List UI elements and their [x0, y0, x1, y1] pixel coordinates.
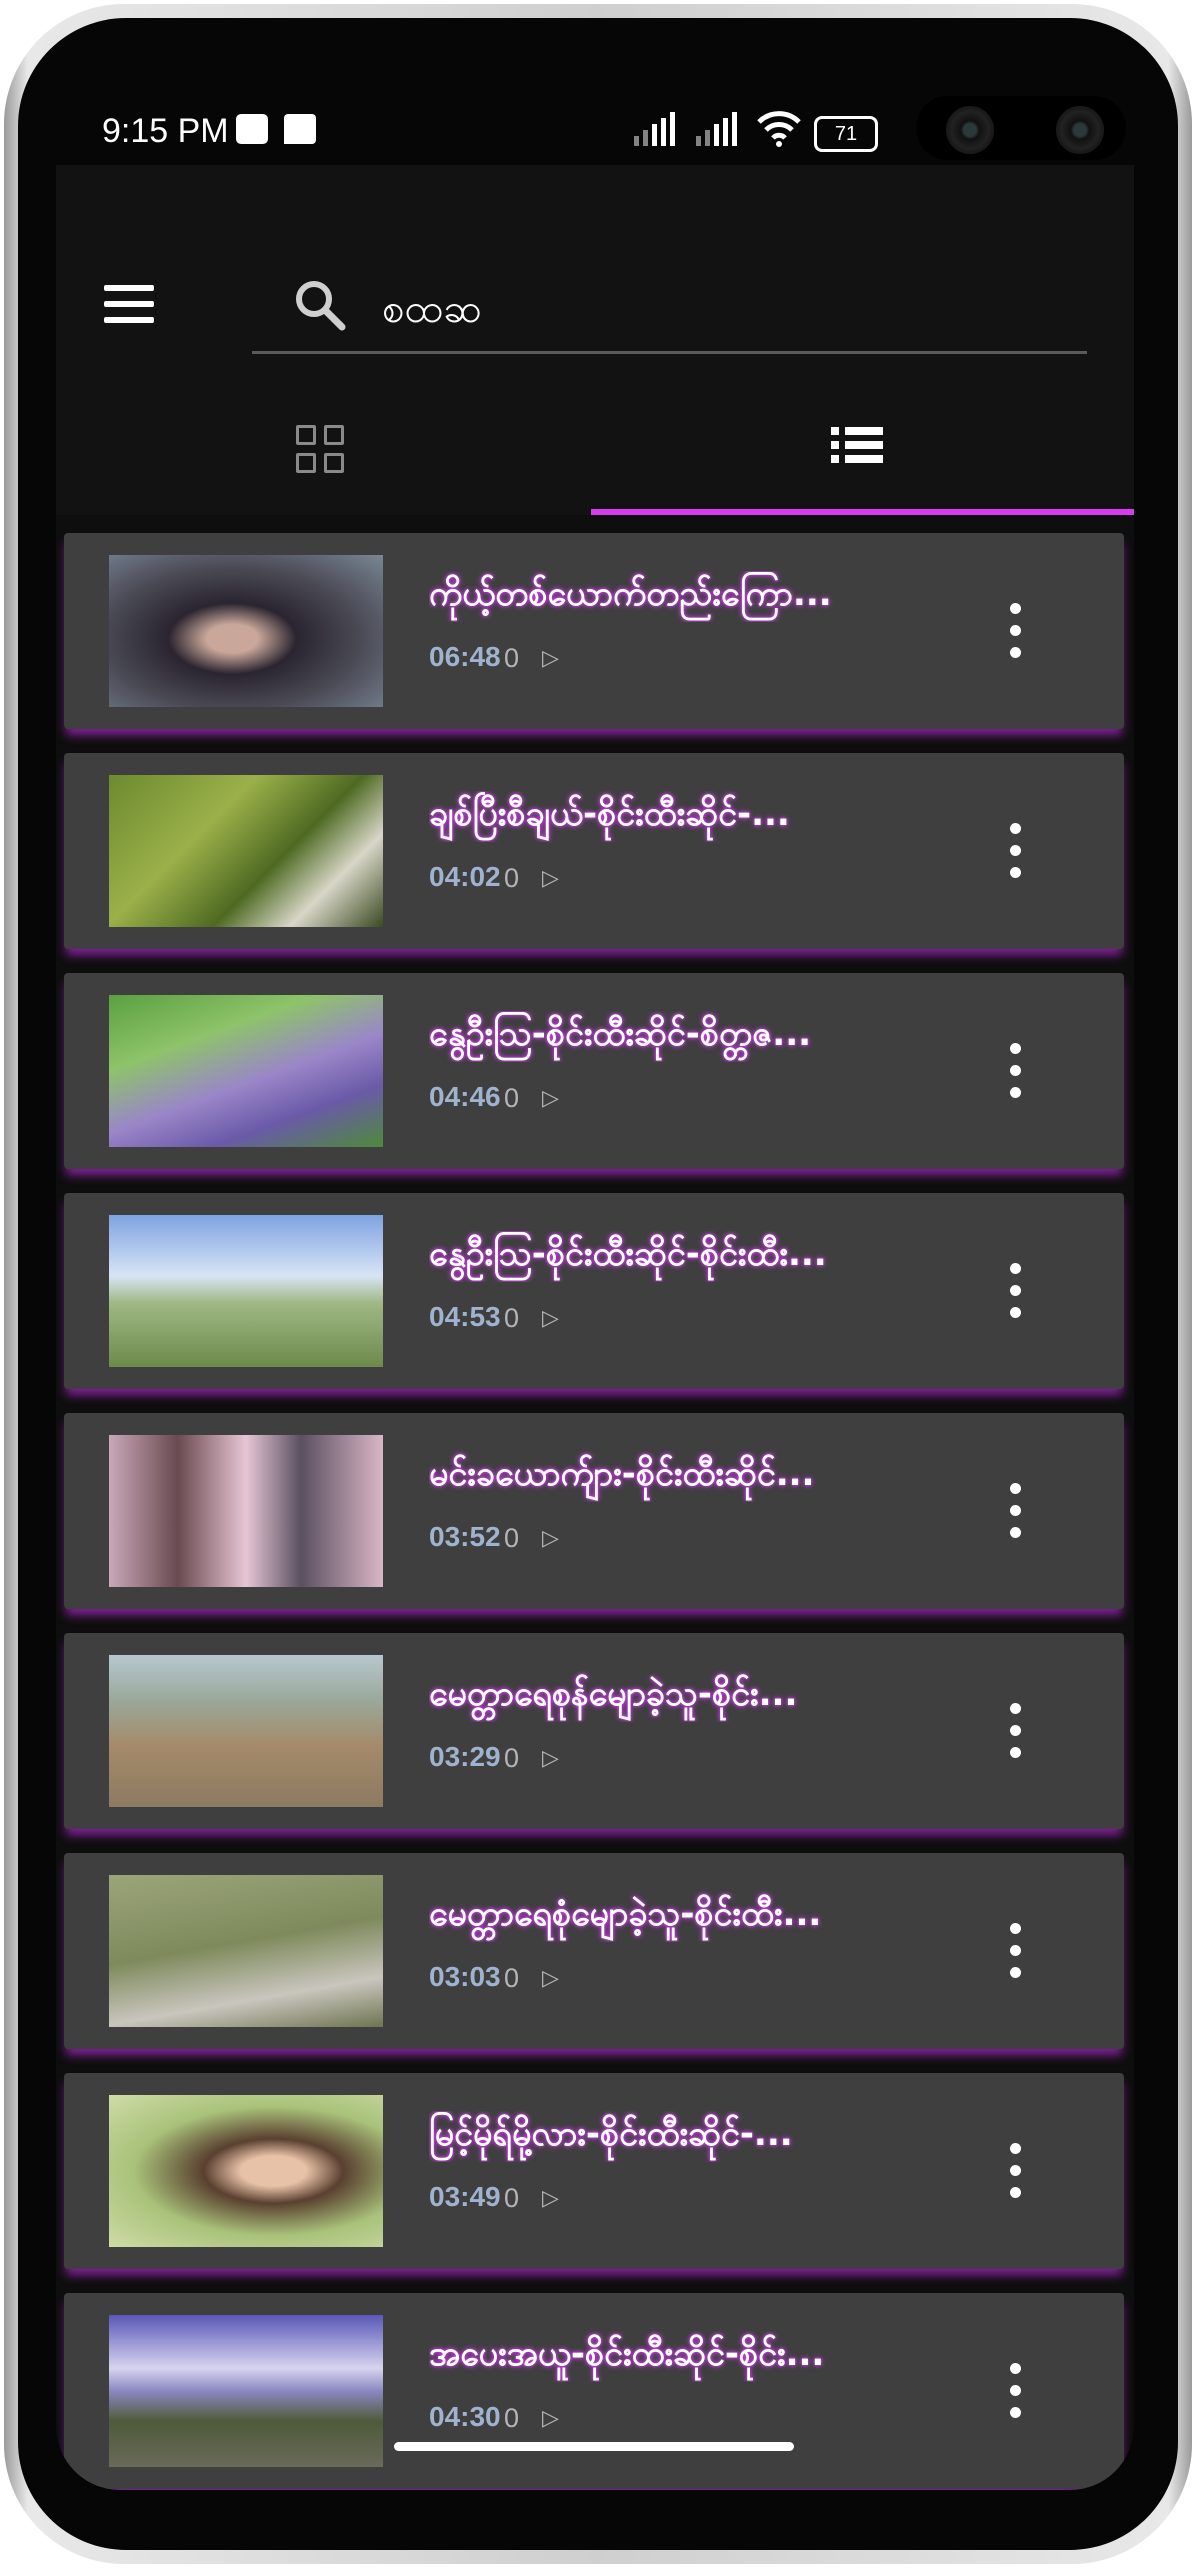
app-bar: [56, 165, 1134, 515]
video-list-item[interactable]: နွေဦးသြ-စိုင်းထီးဆိုင်-စိုင်းထီး... 04:5…: [64, 1193, 1124, 1389]
video-thumbnail[interactable]: [109, 2095, 383, 2247]
more-options-icon[interactable]: [1004, 2143, 1028, 2199]
search-input[interactable]: [380, 283, 1064, 341]
video-list-item[interactable]: မေတ္တာရေစုံမျောခဲ့သူ-စိုင်းထီး... 03:03 …: [64, 1853, 1124, 2049]
front-camera: [946, 106, 994, 154]
video-views: 0: [504, 1743, 520, 1773]
video-thumbnail[interactable]: [109, 995, 383, 1147]
video-thumbnail[interactable]: [109, 775, 383, 927]
video-duration: 06:48: [429, 641, 501, 672]
video-list-item[interactable]: နွေဦးသြ-စိုင်းထီးဆိုင်-စိတ္တဇ... 04:46 0…: [64, 973, 1124, 1169]
video-duration: 04:30: [429, 2401, 501, 2432]
video-title: နွေဦးသြ-စိုင်းထီးဆိုင်-စိတ္တဇ...: [429, 1014, 812, 1054]
front-camera: [1056, 106, 1104, 154]
more-options-icon[interactable]: [1004, 1043, 1028, 1099]
play-icon: ▷: [542, 1966, 559, 1991]
video-title: ချစ်ပြီးစီချယ်-စိုင်းထီးဆိုင်-...: [429, 794, 790, 834]
video-duration: 03:52: [429, 1521, 501, 1552]
play-icon: ▷: [542, 2186, 559, 2211]
active-tab-indicator: [591, 509, 1134, 515]
tab-list-view[interactable]: [591, 385, 1126, 515]
signal-icon: [634, 110, 675, 146]
search-bar[interactable]: [252, 275, 1087, 354]
more-options-icon[interactable]: [1004, 1483, 1028, 1539]
video-list-item[interactable]: ချစ်ပြီးစီချယ်-စိုင်းထီးဆိုင်-... 04:02 …: [64, 753, 1124, 949]
more-options-icon[interactable]: [1004, 1263, 1028, 1319]
play-icon: ▷: [542, 646, 559, 671]
play-icon: ▷: [542, 866, 559, 891]
video-list-item[interactable]: မေတ္တာရေစုန်မျောခဲ့သူ-စိုင်း... 03:29 0 …: [64, 1633, 1124, 1829]
video-list-item[interactable]: မင်းခယောက်ျား-စိုင်းထီးဆိုင်... 03:52 0 …: [64, 1413, 1124, 1609]
video-duration: 04:53: [429, 1301, 501, 1332]
video-thumbnail[interactable]: [109, 1435, 383, 1587]
video-thumbnail[interactable]: [109, 2315, 383, 2467]
message-icon: [284, 114, 316, 144]
video-list-item[interactable]: ကိုယ့်တစ်ယောက်တည်းကြော... 06:48 0 ▷: [64, 533, 1124, 729]
more-options-icon[interactable]: [1004, 2363, 1028, 2419]
video-title: မေတ္တာရေစုန်မျောခဲ့သူ-စိုင်း...: [429, 1674, 798, 1714]
battery-icon: 71: [814, 116, 878, 152]
play-icon: ▷: [542, 1526, 559, 1551]
sim-card-icon: [236, 114, 268, 144]
video-title: မေတ္တာရေစုံမျောခဲ့သူ-စိုင်းထီး...: [429, 1894, 822, 1934]
video-title: ကိုယ့်တစ်ယောက်တည်းကြော...: [429, 574, 832, 614]
camera-cutout: [916, 96, 1126, 160]
video-title: မြင့်မိုရ်မို့လား-စိုင်းထီးဆိုင်-...: [429, 2114, 793, 2154]
grid-view-icon: [296, 425, 346, 475]
video-title: နွေဦးသြ-စိုင်းထီးဆိုင်-စိုင်းထီး...: [429, 1234, 827, 1274]
video-thumbnail[interactable]: [109, 555, 383, 707]
menu-button[interactable]: [104, 285, 160, 329]
video-duration: 04:02: [429, 861, 501, 892]
video-list: ကိုယ့်တစ်ယောက်တည်းကြော... 06:48 0 ▷ ချစ်…: [56, 515, 1134, 2490]
tab-grid-view[interactable]: [56, 385, 591, 515]
more-options-icon[interactable]: [1004, 1923, 1028, 1979]
video-thumbnail[interactable]: [109, 1655, 383, 1807]
search-icon[interactable]: [294, 279, 346, 331]
video-views: 0: [504, 1523, 520, 1553]
more-options-icon[interactable]: [1004, 603, 1028, 659]
video-duration: 03:03: [429, 1961, 501, 1992]
video-views: 0: [504, 1303, 520, 1333]
more-options-icon[interactable]: [1004, 823, 1028, 879]
play-icon: ▷: [542, 1086, 559, 1111]
video-views: 0: [504, 1083, 520, 1113]
wifi-icon: [757, 111, 801, 147]
play-icon: ▷: [542, 2406, 559, 2431]
more-options-icon[interactable]: [1004, 1703, 1028, 1759]
video-list-item[interactable]: အပေးအယူ-စိုင်းထီးဆိုင်-စိုင်း... 04:30 0…: [64, 2293, 1124, 2489]
status-bar: 9:15 PM 71: [56, 70, 1134, 165]
video-views: 0: [504, 2183, 520, 2213]
video-views: 0: [504, 863, 520, 893]
status-time: 9:15 PM: [102, 112, 229, 150]
video-title: အပေးအယူ-စိုင်းထီးဆိုင်-စိုင်း...: [429, 2334, 825, 2374]
list-view-icon: [831, 427, 883, 463]
play-icon: ▷: [542, 1306, 559, 1331]
video-duration: 03:29: [429, 1741, 501, 1772]
video-duration: 03:49: [429, 2181, 501, 2212]
video-views: 0: [504, 643, 520, 673]
screen: 9:15 PM 71: [56, 70, 1134, 2490]
video-title: မင်းခယောက်ျား-စိုင်းထီးဆိုင်...: [429, 1454, 815, 1494]
signal-icon: [696, 110, 737, 146]
video-list-item[interactable]: မြင့်မိုရ်မို့လား-စိုင်းထီးဆိုင်-... 03:…: [64, 2073, 1124, 2269]
home-indicator[interactable]: [394, 2442, 794, 2451]
video-views: 0: [504, 1963, 520, 1993]
video-thumbnail[interactable]: [109, 1875, 383, 2027]
video-thumbnail[interactable]: [109, 1215, 383, 1367]
play-icon: ▷: [542, 1746, 559, 1771]
video-duration: 04:46: [429, 1081, 501, 1112]
video-views: 0: [504, 2403, 520, 2433]
